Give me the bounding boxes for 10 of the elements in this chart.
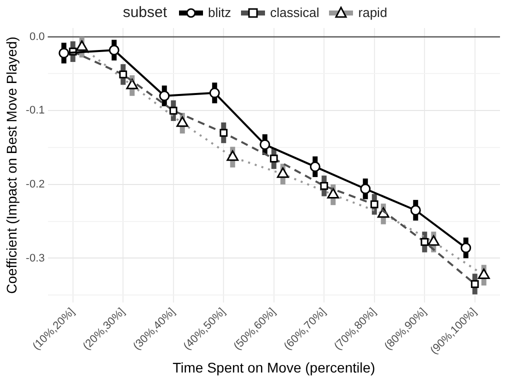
y-tick-label: 0.0 xyxy=(29,30,45,43)
y-axis-title: Coefficient (Impact on Best Move Played) xyxy=(3,36,20,294)
legend-label: rapid xyxy=(358,5,388,20)
legend-title: subset xyxy=(122,4,168,21)
legend-label: classical xyxy=(270,5,320,20)
y-tick-label: -0.3 xyxy=(26,252,45,264)
x-axis-title: Time Spent on Move (percentile) xyxy=(172,359,376,376)
legend-label: blitz xyxy=(208,5,232,20)
y-tick-label: -0.1 xyxy=(26,104,45,117)
y-tick-label: -0.2 xyxy=(26,178,45,190)
